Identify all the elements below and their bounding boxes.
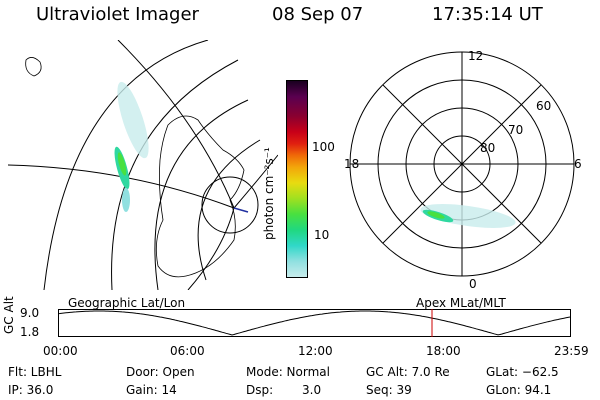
timeline-x-tick-0: 00:00 bbox=[43, 344, 78, 358]
timeline-x-tick-3: 18:00 bbox=[426, 344, 461, 358]
mlt-label-0: 0 bbox=[469, 277, 477, 291]
pole-marker bbox=[233, 207, 249, 213]
mlt-label-12: 12 bbox=[468, 49, 483, 63]
map-grid-arc bbox=[154, 99, 249, 290]
map-grid-arc bbox=[197, 139, 261, 281]
lat-label-60: 60 bbox=[536, 99, 551, 113]
status-gain: Gain: 14 bbox=[126, 383, 177, 397]
map-grid-circle bbox=[201, 176, 259, 234]
colorbar-unit-label: photon cm⁻²s⁻¹ bbox=[262, 147, 276, 240]
timeline-left-label: Geographic Lat/Lon bbox=[68, 296, 186, 310]
date-label: 08 Sep 07 bbox=[272, 4, 364, 25]
colorbar-tick-100: 100 bbox=[312, 140, 335, 154]
mlt-label-18: 18 bbox=[344, 157, 359, 171]
timeline-x-tick-2: 12:00 bbox=[298, 344, 333, 358]
timeline-plot bbox=[58, 309, 571, 337]
instrument-title: Ultraviolet Imager bbox=[36, 4, 199, 25]
status-seq: Seq: 39 bbox=[366, 383, 412, 397]
timeline-y-tick-min: 1.8 bbox=[20, 325, 40, 339]
timeline-right-label: Apex MLat/MLT bbox=[416, 296, 506, 310]
antarctica-coastline bbox=[155, 115, 245, 278]
status-dsp-label: Dsp: bbox=[246, 383, 274, 397]
colorbar-tick-10: 10 bbox=[314, 228, 330, 242]
timeline-x-tick-1: 06:00 bbox=[170, 344, 205, 358]
polar-axis-diagonal bbox=[382, 84, 542, 244]
map-grid-line bbox=[233, 154, 278, 209]
timeline-x-tick-4: 23:59 bbox=[554, 344, 589, 358]
timeline-axis-label: GC Alt bbox=[2, 296, 16, 334]
island-coastline bbox=[25, 57, 42, 77]
map-grid-arc bbox=[43, 40, 209, 290]
status-dsp-value: 3.0 bbox=[302, 383, 322, 397]
auroral-emission-map bbox=[114, 81, 149, 212]
status-glat: GLat: −62.5 bbox=[486, 365, 559, 379]
mlt-label-6: 6 bbox=[574, 157, 582, 171]
polar-plot: 12 18 6 0 60 70 80 bbox=[344, 49, 582, 291]
status-glon: GLon: 94.1 bbox=[486, 383, 552, 397]
geographic-map bbox=[8, 40, 278, 290]
auroral-emission-polar bbox=[420, 204, 516, 228]
map-grid-line bbox=[187, 207, 235, 290]
map-grid-line bbox=[117, 40, 235, 209]
timeline-frame bbox=[58, 309, 571, 337]
status-flt: Flt: LBHL bbox=[8, 365, 62, 379]
lat-label-80: 80 bbox=[480, 141, 495, 155]
status-door: Door: Open bbox=[126, 365, 195, 379]
status-mode: Mode: Normal bbox=[246, 365, 330, 379]
timeline-y-tick-max: 9.0 bbox=[20, 306, 40, 320]
status-ip: IP: 36.0 bbox=[8, 383, 54, 397]
status-gc-alt: GC Alt: 7.0 Re bbox=[366, 365, 450, 379]
colorbar bbox=[286, 80, 308, 278]
altitude-curve bbox=[58, 310, 571, 336]
lat-label-70: 70 bbox=[508, 123, 523, 137]
time-label: 17:35:14 UT bbox=[432, 4, 543, 25]
